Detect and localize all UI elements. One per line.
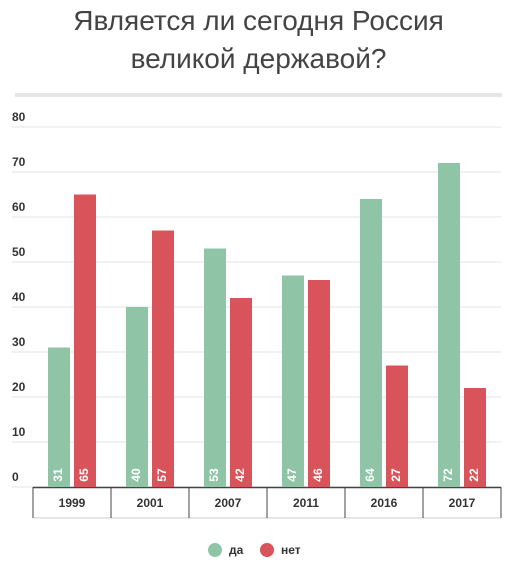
value-label: 53 (207, 468, 221, 482)
bar (152, 230, 174, 487)
y-tick-label: 40 (12, 290, 26, 304)
x-tick-label: 2011 (293, 496, 319, 510)
value-label: 57 (155, 468, 169, 482)
y-tick-label: 60 (12, 200, 26, 214)
bar (74, 194, 96, 487)
legend-label: нет (281, 543, 301, 557)
value-label: 72 (441, 468, 455, 482)
value-label: 31 (51, 468, 65, 482)
x-tick-label: 2001 (137, 496, 164, 510)
bar (282, 275, 304, 487)
y-tick-label: 50 (12, 245, 26, 259)
bar (386, 365, 408, 487)
y-tick-label: 70 (12, 155, 26, 169)
value-label: 47 (285, 468, 299, 482)
legend-swatch (260, 543, 274, 557)
y-tick-label: 10 (12, 425, 26, 439)
y-tick-label: 30 (12, 335, 26, 349)
x-tick-label: 2016 (371, 496, 398, 510)
bar (308, 280, 330, 487)
value-label: 46 (311, 468, 325, 482)
chart-title: Является ли сегодня Россия великой держа… (73, 5, 444, 74)
legend-label: да (229, 543, 244, 557)
legend-swatch (208, 543, 222, 557)
y-tick-label: 0 (12, 470, 19, 484)
y-tick-label: 80 (12, 110, 26, 124)
x-tick-label: 2007 (215, 496, 242, 510)
value-label: 65 (77, 468, 91, 482)
bar (230, 298, 252, 487)
bar (204, 248, 226, 487)
bar (464, 388, 486, 487)
value-label: 27 (389, 468, 403, 482)
bar (48, 347, 70, 487)
x-tick-label: 2017 (449, 496, 476, 510)
value-label: 64 (363, 468, 377, 482)
value-label: 42 (233, 468, 247, 482)
value-label: 22 (467, 468, 481, 482)
x-tick-label: 1999 (59, 496, 86, 510)
value-label: 40 (129, 468, 143, 482)
bar (438, 163, 460, 487)
y-tick-label: 20 (12, 380, 26, 394)
bar (360, 199, 382, 487)
bar (126, 307, 148, 487)
